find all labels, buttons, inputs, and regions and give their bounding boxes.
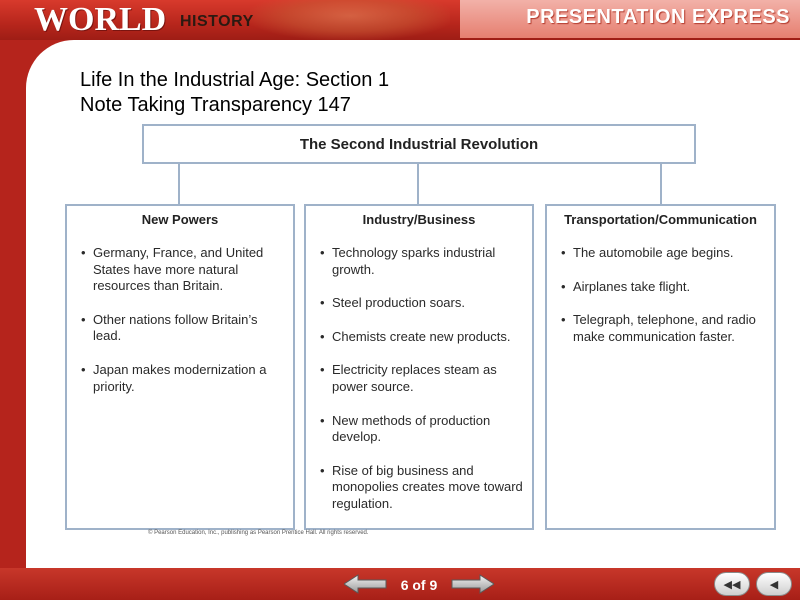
rewind-icon: ◀◀ [723,578,741,591]
column-heading: New Powers [141,212,219,227]
list-item: The automobile age begins. [561,245,768,262]
list-item: Chemists create new products. [320,329,526,346]
column-list: The automobile age begins. Airplanes tak… [547,245,774,345]
back-icon: ◀ [769,578,779,591]
list-item: Other nations follow Britain’s lead. [81,312,287,345]
list-item: Germany, France, and United States have … [81,245,287,295]
brand-history-logo: HISTORY [180,13,254,30]
column-list: Technology sparks industrial growth. Ste… [306,245,532,513]
page-indicator: 6 of 9 [400,577,438,593]
column-transportation-communication: Transportation/Communication The automob… [545,204,776,530]
list-item: Technology sparks industrial growth. [320,245,526,278]
back-button[interactable]: ◀ [756,572,792,596]
rewind-button[interactable]: ◀◀ [714,572,750,596]
slide-title: Life In the Industrial Age: Section 1 No… [80,68,389,118]
list-item: Rise of big business and monopolies crea… [320,463,526,513]
connector-left [178,164,180,204]
column-new-powers: New Powers Germany, France, and United S… [65,204,295,530]
list-item: Telegraph, telephone, and radio make com… [561,312,768,345]
connector-center [417,164,419,204]
slide-title-line-1: Life In the Industrial Age: Section 1 [80,69,390,91]
column-industry-business: Industry/Business Technology sparks indu… [304,204,534,530]
list-item: Electricity replaces steam as power sour… [320,362,526,395]
brand-world-logo: WORLD [34,1,167,38]
list-item: Steel production soars. [320,295,526,312]
globe-decoration [250,0,450,40]
connector-right [660,164,662,204]
right-arrow-icon[interactable] [450,574,494,594]
header-banner: WORLD HISTORY PRESENTATION EXPRESS [0,0,800,40]
footer-bar [0,568,800,600]
list-item: Airplanes take flight. [561,279,768,296]
column-heading: Industry/Business [362,212,476,227]
left-arrow-icon[interactable] [344,574,388,594]
presentation-express-plate [460,0,800,38]
diagram-top-node: The Second Industrial Revolution [142,124,696,164]
copyright-notice: © Pearson Education, Inc., publishing as… [148,530,369,536]
list-item: Japan makes modernization a priority. [81,362,287,395]
product-title: PRESENTATION EXPRESS [526,6,790,28]
column-heading: Transportation/Communication [564,212,757,227]
list-item: New methods of production develop. [320,413,526,446]
column-list: Germany, France, and United States have … [67,245,293,395]
slide-title-line-2: Note Taking Transparency 147 [80,94,351,116]
